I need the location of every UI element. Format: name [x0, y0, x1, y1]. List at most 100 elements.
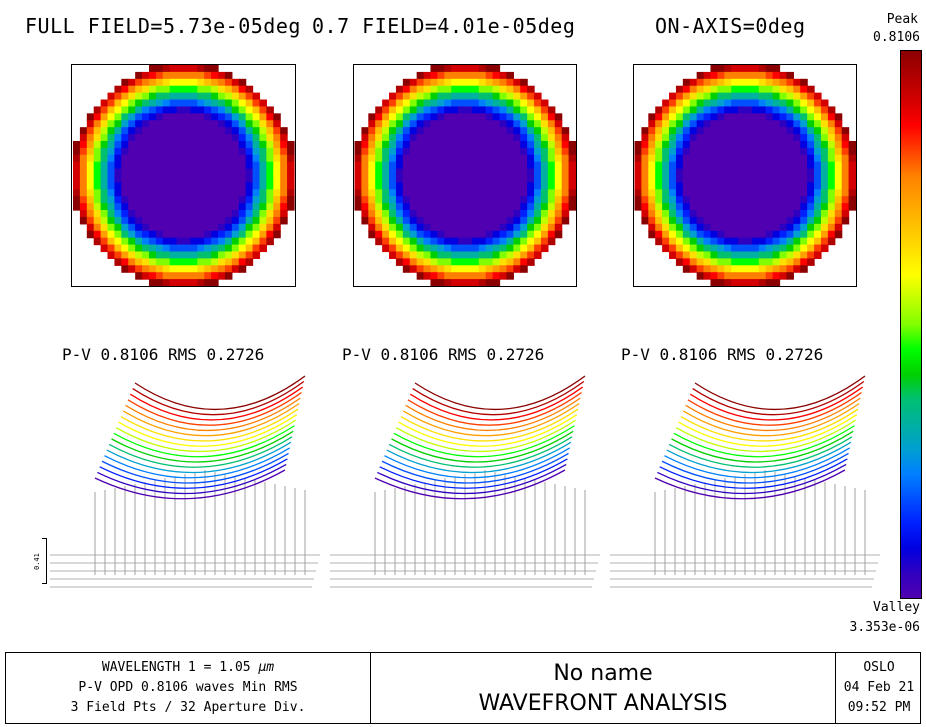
map-cell — [224, 140, 233, 149]
map-cell — [527, 175, 535, 184]
map-cell — [814, 120, 822, 128]
map-cell — [731, 272, 739, 280]
map-cell — [471, 78, 480, 87]
surface-contour-curve — [659, 458, 848, 489]
map-cell — [703, 85, 712, 94]
map-cell — [430, 65, 438, 73]
map-cell — [485, 168, 494, 177]
map-cell — [534, 251, 542, 259]
map-cell — [93, 230, 102, 239]
map-cell — [430, 99, 438, 108]
map-cell — [513, 161, 521, 170]
map-cell — [520, 196, 528, 204]
map-cell — [451, 189, 459, 197]
map-cell — [765, 78, 774, 87]
map-cell — [506, 237, 514, 246]
map-cell — [696, 244, 705, 253]
map-cell — [437, 244, 445, 253]
map-cell — [703, 154, 712, 163]
map-cell — [758, 272, 767, 280]
map-cell — [86, 189, 95, 197]
map-cell — [786, 175, 794, 184]
map-cell — [218, 78, 226, 87]
map-cell — [540, 175, 549, 184]
map-cell — [471, 127, 480, 135]
map-cell — [245, 154, 254, 163]
map-cell — [703, 244, 712, 253]
map-cell — [758, 244, 767, 253]
map-cell — [751, 168, 760, 177]
map-cell — [402, 182, 411, 190]
map-cell — [547, 189, 556, 197]
map-cell — [402, 106, 411, 114]
map-cell — [409, 161, 418, 170]
map-cell — [485, 127, 494, 135]
map-cell — [786, 154, 794, 163]
map-cell — [779, 134, 788, 142]
map-cell — [641, 210, 649, 218]
map-cell — [834, 223, 843, 232]
map-cell — [458, 175, 466, 184]
map-cell — [354, 140, 363, 149]
map-cell — [169, 134, 178, 142]
map-cell — [841, 134, 850, 142]
map-cell — [451, 99, 459, 108]
map-cell — [492, 78, 501, 87]
map-cell — [389, 120, 397, 128]
map-cell — [169, 251, 178, 259]
map-cell — [827, 134, 836, 142]
map-cell — [814, 127, 822, 135]
map-cell — [547, 216, 556, 225]
map-cell — [717, 92, 725, 101]
map-cell — [648, 175, 656, 184]
map-cell — [155, 113, 164, 121]
map-cell — [169, 71, 178, 80]
map-cell — [368, 134, 376, 142]
map-cell — [423, 85, 432, 94]
map-cell — [430, 203, 438, 211]
map-cell — [820, 120, 829, 128]
map-cell — [430, 161, 438, 170]
map-cell — [211, 65, 219, 73]
map-cell — [211, 140, 219, 149]
map-cell — [79, 127, 88, 135]
map-cell — [148, 127, 157, 135]
map-cell — [273, 120, 281, 128]
map-cell — [520, 210, 528, 218]
map-cell — [183, 71, 192, 80]
map-cell — [238, 265, 247, 273]
map-cell — [155, 223, 164, 232]
map-cell — [478, 85, 487, 94]
map-cell — [231, 196, 240, 204]
map-cell — [402, 223, 411, 232]
map-cell — [561, 168, 570, 177]
map-cell — [682, 147, 691, 156]
map-cell — [814, 168, 822, 177]
map-cell — [444, 78, 452, 87]
map-cell — [820, 223, 829, 232]
map-cell — [506, 99, 514, 108]
map-cell — [485, 182, 494, 190]
map-cell — [107, 244, 116, 253]
map-cell — [745, 196, 753, 204]
map-cell — [155, 65, 164, 73]
map-cell — [641, 196, 649, 204]
map-cell — [430, 85, 438, 94]
map-cell — [368, 175, 376, 184]
map-cell — [540, 154, 549, 163]
map-cell — [382, 113, 390, 121]
map-cell — [662, 127, 670, 135]
map-cell — [368, 127, 376, 135]
map-cell — [361, 189, 369, 197]
map-cell — [492, 140, 501, 149]
map-cell — [689, 113, 698, 121]
map-cell — [114, 175, 122, 184]
map-cell — [402, 78, 411, 87]
map-cell — [224, 99, 233, 108]
map-cell — [779, 71, 788, 80]
map-cell — [724, 237, 732, 246]
map-cell — [745, 120, 753, 128]
map-cell — [190, 182, 198, 190]
map-cell — [79, 147, 88, 156]
map-cell — [779, 189, 788, 197]
